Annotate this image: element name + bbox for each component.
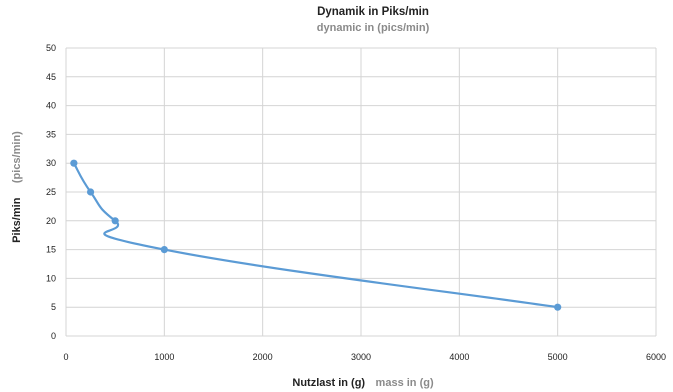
x-tick-label: 4000 [449,352,469,362]
y-tick-label: 15 [46,245,56,255]
data-point [111,217,119,225]
data-point [70,159,78,167]
x-tick-label: 2000 [253,352,273,362]
y-tick-label: 20 [46,216,56,226]
y-tick-label: 5 [51,302,56,312]
y-tick-label: 10 [46,273,56,283]
x-axis-label-main: Nutzlast in (g) [292,377,365,389]
data-point [86,188,95,196]
series-line [72,162,558,309]
x-tick-label: 1000 [154,352,174,362]
x-axis-label: Nutzlast in (g) mass in (g) [292,373,434,390]
data-point [160,246,168,254]
y-tick-label: 35 [46,129,56,139]
series [70,159,562,311]
y-axis-label: Piks/min (pics/min) [7,131,24,243]
x-tick-label: 6000 [646,352,666,362]
y-tick-label: 0 [51,331,56,341]
x-axis-label-secondary: mass in (g) [376,377,434,389]
y-axis-ticks: 0 5 10 15 20 25 30 35 40 45 50 [46,43,56,341]
x-tick-label: 3000 [351,352,371,362]
y-tick-label: 25 [46,187,56,197]
y-tick-label: 30 [46,158,56,168]
x-axis-ticks: 0 1000 2000 3000 4000 5000 6000 [63,352,666,362]
chart-title: Dynamik in Piks/min [317,6,429,18]
y-tick-label: 50 [46,43,56,53]
data-point [554,303,562,311]
chart-subtitle: dynamic in (pics/min) [317,22,430,34]
y-tick-label: 40 [46,101,56,111]
y-axis-label-main: Piks/min [11,197,23,243]
grid [65,47,657,337]
x-tick-label: 5000 [548,352,568,362]
y-tick-label: 45 [46,72,56,82]
y-axis-label-secondary: (pics/min) [11,131,23,183]
x-tick-label: 0 [63,352,68,362]
